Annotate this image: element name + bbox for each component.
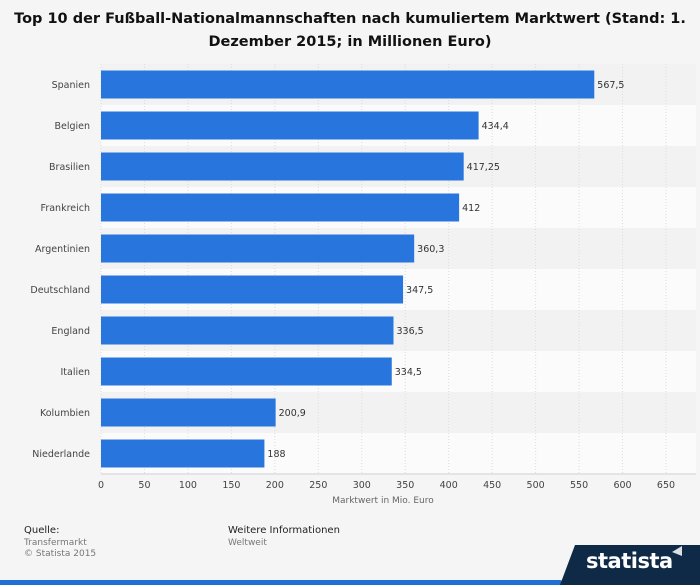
value-label: 417,25	[467, 162, 500, 173]
category-label: Italien	[61, 367, 91, 378]
bar-chart: Spanien Belgien Brasilien Frankreich Argenti…	[30, 64, 696, 506]
info-block: Weitere Informationen Weltweit	[228, 525, 340, 549]
category-label: Belgien	[54, 121, 90, 132]
bar-brasilien	[101, 152, 464, 181]
source-block: Quelle: Transfermarkt © Statista 2015	[24, 525, 96, 560]
bar-niederlande	[101, 439, 265, 468]
category-label: Brasilien	[49, 162, 90, 173]
x-axis-label: Marktwert in Mio. Euro	[332, 496, 434, 506]
bar-belgien	[101, 111, 479, 140]
bar-kolumbien	[101, 398, 276, 427]
bar-england	[101, 316, 394, 345]
value-label: 347,5	[406, 285, 433, 296]
category-label: Niederlande	[32, 449, 90, 460]
bar-deutschland	[101, 275, 404, 304]
x-tick-label: 300	[353, 480, 371, 491]
category-label: Spanien	[52, 80, 90, 91]
x-tick-label: 600	[613, 480, 631, 491]
x-tick-label: 50	[138, 480, 150, 491]
value-label: 567,5	[597, 80, 624, 91]
category-label: Deutschland	[30, 285, 90, 296]
bar-italien	[101, 357, 392, 386]
value-label: 360,3	[417, 244, 444, 255]
x-tick-label: 400	[440, 480, 458, 491]
value-label: 200,9	[279, 408, 306, 419]
source-heading: Quelle:	[24, 525, 60, 536]
category-label: Frankreich	[41, 203, 90, 214]
category-label: Kolumbien	[40, 408, 90, 419]
value-label: 334,5	[395, 367, 422, 378]
category-label: Argentinien	[35, 244, 90, 255]
x-tick-label: 250	[309, 480, 327, 491]
value-label: 434,4	[482, 121, 509, 132]
bar-frankreich	[101, 193, 460, 222]
bar-spanien	[101, 70, 595, 99]
info-link[interactable]: Weitere Informationen	[228, 525, 340, 536]
copyright: © Statista 2015	[24, 549, 97, 559]
x-tick-label: 650	[657, 480, 675, 491]
value-label: 336,5	[396, 326, 423, 337]
x-tick-label: 0	[98, 480, 104, 491]
statista-logo[interactable]: statista	[586, 549, 673, 573]
x-tick-label: 350	[396, 480, 414, 491]
value-label: 188	[267, 449, 285, 460]
chart-title: Top 10 der Fußball-Nationalmannschaften …	[14, 11, 686, 50]
x-tick-label: 150	[222, 480, 240, 491]
bar-argentinien	[101, 234, 415, 263]
footer-brand-bar	[0, 545, 700, 585]
x-tick-label: 100	[179, 480, 197, 491]
category-label: England	[51, 326, 90, 337]
source-name: Transfermarkt	[24, 538, 87, 548]
info-region: Weltweit	[228, 538, 267, 548]
x-tick-label: 550	[570, 480, 588, 491]
x-tick-label: 450	[483, 480, 501, 491]
value-label: 412	[462, 203, 480, 214]
x-tick-label: 200	[266, 480, 284, 491]
x-tick-label: 500	[527, 480, 545, 491]
